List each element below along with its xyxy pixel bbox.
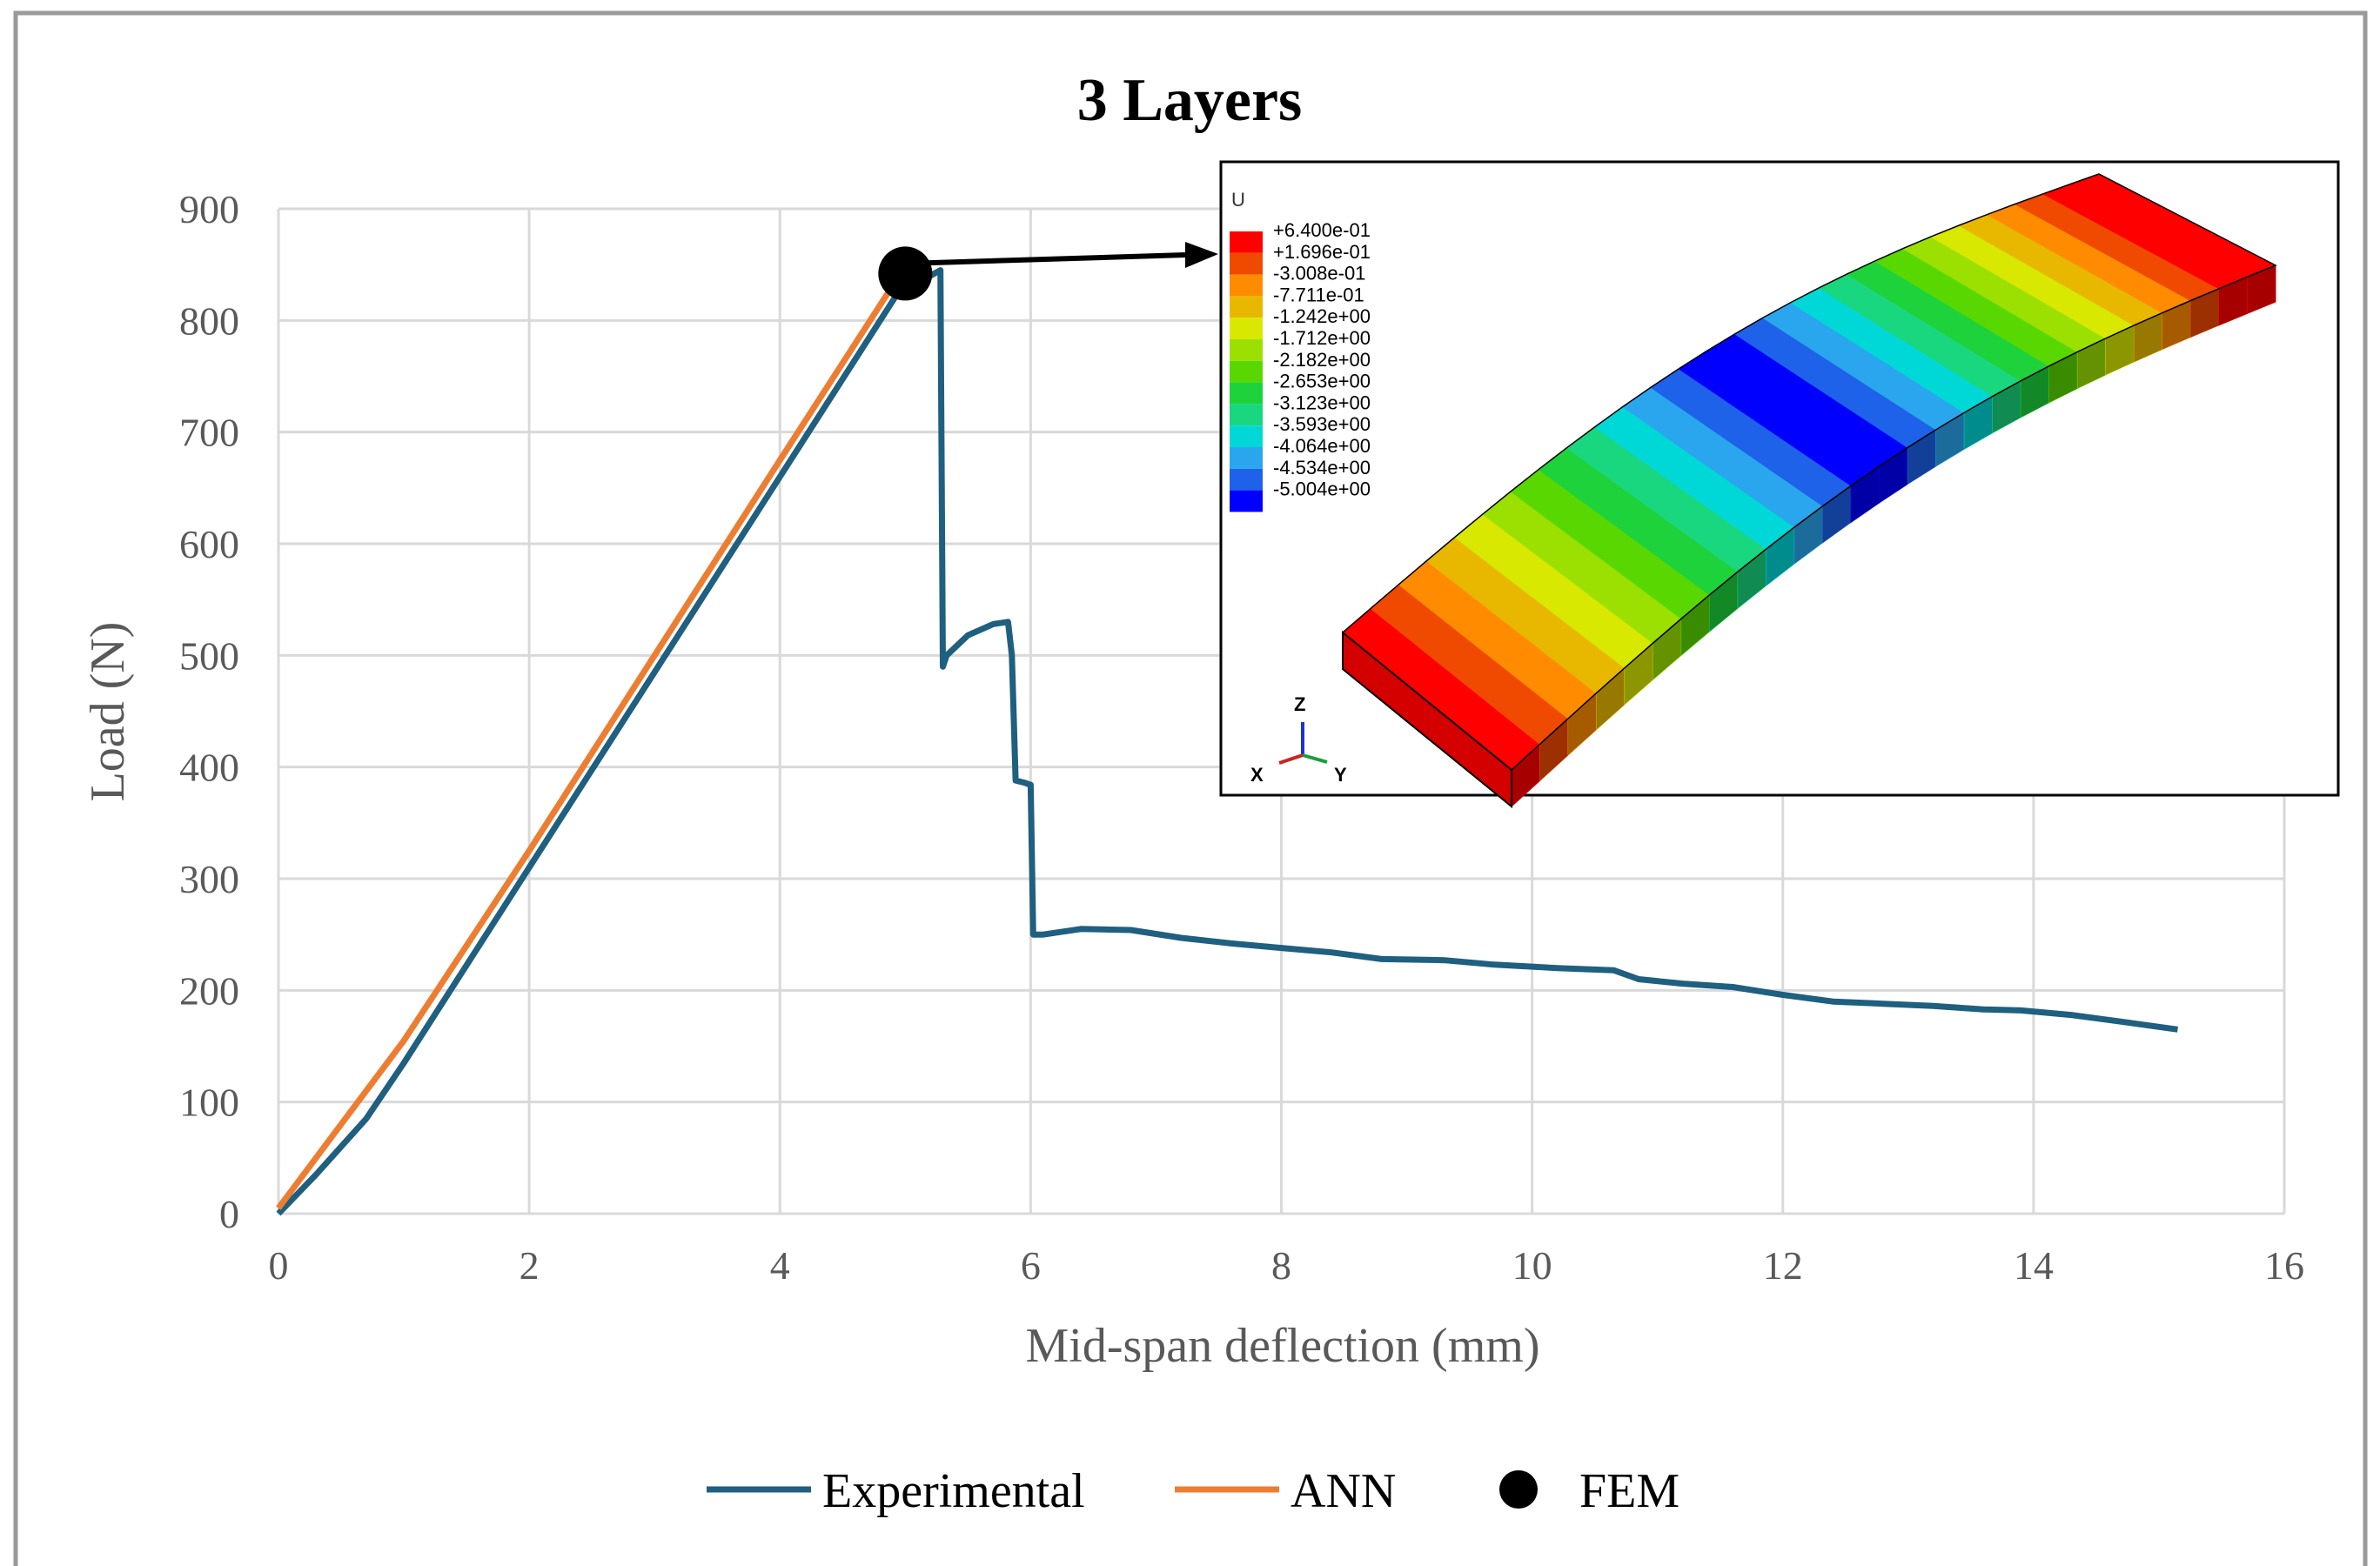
inset-legend-value: -1.712e+00 xyxy=(1273,327,1371,349)
legend-label-experimental: Experimental xyxy=(822,1464,1085,1518)
y-tick-label: 700 xyxy=(179,411,239,455)
beam-side-shade xyxy=(1879,447,1908,503)
beam-side-shade xyxy=(2021,365,2049,418)
inset-legend-swatch xyxy=(1230,425,1263,447)
series-fem-point xyxy=(878,246,933,301)
triad-x-label: X xyxy=(1250,764,1264,786)
fe-contour-inset: U +6.400e-01+1.696e-01-3.008e-01-7.711e-… xyxy=(1219,160,2340,809)
x-tick-label: 14 xyxy=(2014,1243,2054,1288)
chart-title: 3 Layers xyxy=(1077,67,1303,134)
y-tick-label: 500 xyxy=(179,633,239,678)
inset-legend-value: -5.004e+00 xyxy=(1273,478,1371,500)
legend-label-ann: ANN xyxy=(1291,1464,1396,1518)
fem-arrow xyxy=(904,242,1218,268)
x-tick-labels: 0 2 4 6 8 10 12 14 16 xyxy=(269,1243,2305,1288)
inset-legend-value: -4.064e+00 xyxy=(1273,435,1371,457)
y-tick-label: 800 xyxy=(179,298,239,343)
inset-legend-swatch xyxy=(1230,274,1263,297)
inset-legend-value: -3.123e+00 xyxy=(1273,392,1371,413)
inset-legend-swatch xyxy=(1230,468,1263,491)
inset-legend-swatch xyxy=(1230,252,1263,275)
inset-legend-value: -3.593e+00 xyxy=(1273,413,1371,435)
beam-side-shade xyxy=(2105,325,2135,375)
inset-legend-value: -2.182e+00 xyxy=(1273,349,1371,371)
beam-side-shade xyxy=(1738,549,1767,608)
beam-side-shade xyxy=(1596,667,1626,730)
x-tick-label: 8 xyxy=(1271,1243,1291,1288)
inset-legend-value: -3.008e-01 xyxy=(1273,263,1365,284)
inset-legend-swatch xyxy=(1230,296,1263,318)
triad-y-label: Y xyxy=(1334,764,1347,786)
x-tick-label: 10 xyxy=(1512,1243,1552,1288)
beam-side-shade xyxy=(1964,396,1993,450)
x-tick-label: 12 xyxy=(1763,1243,1803,1288)
inset-legend-swatch xyxy=(1230,360,1263,383)
inset-legend-value: -1.242e+00 xyxy=(1273,305,1371,327)
inset-legend-swatch xyxy=(1230,382,1263,405)
beam-side-shade xyxy=(1625,643,1653,705)
inset-legend-value: +6.400e-01 xyxy=(1273,219,1371,241)
beam-side-shade xyxy=(1539,718,1569,781)
beam-side-shade xyxy=(1653,619,1682,680)
inset-legend-value: +1.696e-01 xyxy=(1273,241,1371,263)
x-tick-label: 6 xyxy=(1021,1243,1041,1288)
x-tick-label: 4 xyxy=(770,1243,790,1288)
inset-legend-swatch xyxy=(1230,404,1263,426)
beam-side-shade xyxy=(2048,351,2078,403)
beam-side-shade xyxy=(1851,465,1880,523)
series-ann-line xyxy=(276,274,902,1210)
inset-color-legend: +6.400e-01+1.696e-01-3.008e-01-7.711e-01… xyxy=(1230,219,1371,512)
inset-legend-swatch xyxy=(1230,490,1263,512)
beam-side-shade xyxy=(1794,505,1823,564)
beam-side-shade xyxy=(1681,594,1710,656)
x-axis-label: Mid-span deflection (mm) xyxy=(1026,1319,1540,1373)
inset-legend-value: -4.534e+00 xyxy=(1273,457,1371,478)
beam-side-shade xyxy=(1766,526,1795,586)
beam-side-shade xyxy=(1568,693,1597,755)
beam-side-shade xyxy=(2162,300,2191,350)
y-axis-label: Load (N) xyxy=(81,622,135,802)
x-tick-label: 0 xyxy=(269,1243,289,1288)
inset-legend-swatch xyxy=(1230,339,1263,361)
inset-legend-swatch xyxy=(1230,231,1263,253)
beam-side-shade xyxy=(2218,277,2248,325)
y-tick-label: 900 xyxy=(179,187,239,231)
beam-side-shade xyxy=(1709,571,1739,632)
inset-legend-value: -2.653e+00 xyxy=(1273,371,1371,392)
y-tick-label: 600 xyxy=(179,522,239,566)
y-tick-label: 300 xyxy=(179,857,239,901)
beam-side-shade xyxy=(2077,338,2106,389)
beam-side-shade xyxy=(1512,744,1540,806)
axis-triad: Z X Y xyxy=(1250,693,1347,786)
y-tick-label: 200 xyxy=(179,968,239,1013)
beam-outline xyxy=(1341,173,2277,771)
deformed-beam xyxy=(1341,173,2277,809)
y-tick-labels: 0 100 200 300 400 500 600 700 800 900 xyxy=(179,187,239,1236)
beam-side-shade xyxy=(1992,380,2021,433)
series-layer xyxy=(276,246,2178,1216)
y-tick-label: 100 xyxy=(179,1081,239,1125)
legend-label-fem: FEM xyxy=(1579,1464,1679,1518)
triad-z-label: Z xyxy=(1294,693,1305,715)
legend-marker-fem xyxy=(1499,1470,1538,1509)
beam-side-shade xyxy=(2247,265,2276,314)
inset-variable-label: U xyxy=(1231,189,1245,211)
x-tick-label: 2 xyxy=(520,1243,540,1288)
x-tick-label: 16 xyxy=(2264,1243,2304,1288)
inset-legend-value: -7.711e-01 xyxy=(1273,284,1364,305)
beam-side-shade xyxy=(1822,485,1852,543)
y-tick-label: 0 xyxy=(219,1192,239,1236)
y-tick-label: 400 xyxy=(179,746,239,790)
inset-legend-swatch xyxy=(1230,318,1263,339)
inset-legend-swatch xyxy=(1230,447,1263,469)
beam-side-shade xyxy=(2190,288,2219,338)
beam-side-shade xyxy=(2134,312,2162,362)
chart-legend: Experimental ANN FEM xyxy=(707,1464,1679,1518)
